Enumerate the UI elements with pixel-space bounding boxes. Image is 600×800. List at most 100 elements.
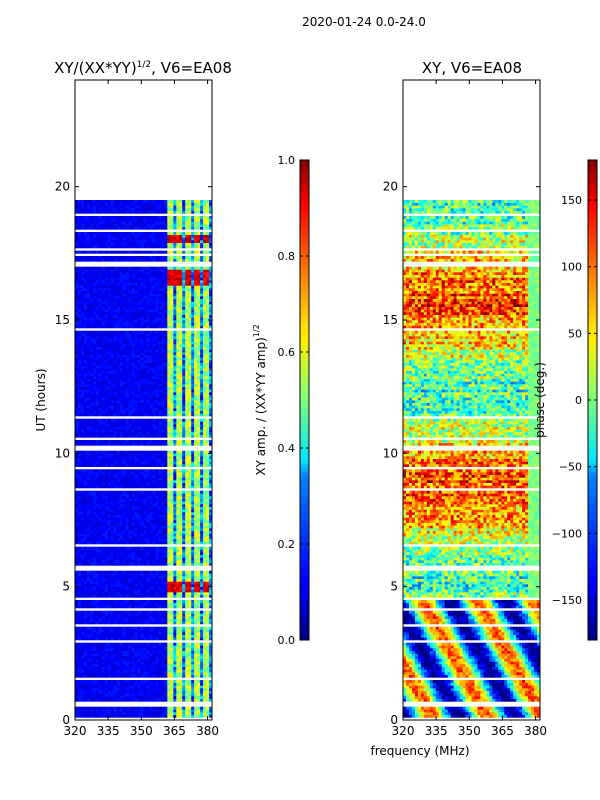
amp-cell (194, 629, 198, 633)
amp-cell (203, 440, 207, 443)
amp-cell (128, 589, 132, 593)
amp-cell (170, 632, 174, 635)
amp-cell (206, 429, 210, 433)
amp-cell (146, 514, 150, 518)
amp-cell (110, 613, 114, 617)
amp-cell (206, 648, 210, 651)
amp-cell (75, 685, 79, 689)
amp-cell (146, 498, 150, 502)
amp-cell (137, 706, 141, 710)
amp-cell (155, 538, 159, 542)
amp-cell (134, 696, 138, 699)
amp-cell (75, 520, 79, 523)
amp-cell (89, 536, 94, 539)
amp-cell (78, 426, 82, 430)
amp-cell (185, 440, 189, 443)
amp-cell (158, 592, 162, 595)
amp-cell (107, 442, 112, 446)
amp-cell (101, 538, 106, 542)
amp-cell (182, 581, 186, 585)
amp-cell (161, 557, 165, 561)
amp-cell (143, 669, 147, 673)
amp-cell (86, 389, 91, 393)
amp-cell (173, 650, 177, 654)
amp-cell (158, 421, 162, 425)
amp-cell (194, 522, 198, 526)
amp-cell (95, 661, 100, 665)
amp-cell (83, 434, 88, 438)
amp-cell (107, 672, 112, 675)
amp-cell (191, 618, 195, 622)
amp-cell (164, 576, 168, 579)
amp-cell (128, 480, 132, 483)
amp-cell (167, 549, 171, 553)
amp-cell (149, 626, 153, 630)
amp-cell (206, 632, 210, 635)
amp-cell (206, 533, 210, 537)
amp-cell (200, 421, 204, 425)
amp-cell (194, 661, 198, 665)
amp-cell (83, 642, 88, 646)
amp-cell (83, 541, 88, 545)
amp-cell (179, 586, 183, 590)
amp-cell (185, 586, 189, 590)
amp-cell (75, 402, 79, 406)
amp-cell (81, 429, 85, 433)
amp-cell (170, 589, 174, 593)
amp-cell (185, 474, 189, 478)
amp-cell (122, 618, 126, 622)
amp-cell (113, 464, 117, 467)
amp-cell (81, 626, 85, 630)
amp-cell (125, 506, 129, 510)
amp-cell (179, 413, 183, 417)
amp-cell (110, 576, 114, 579)
amp-cell (107, 413, 112, 417)
amp-cell (170, 493, 174, 497)
amp-cell (197, 512, 201, 515)
amp-cell (185, 450, 189, 454)
amp-cell (203, 394, 207, 398)
amp-cell (116, 642, 120, 646)
amp-cell (131, 613, 135, 617)
amp-cell (197, 656, 201, 659)
amp-cell (158, 389, 162, 393)
amp-cell (206, 485, 210, 489)
amp-cell (185, 616, 189, 619)
amp-cell (194, 714, 198, 718)
amp-cell (173, 426, 177, 430)
amp-cell (131, 402, 135, 406)
amp-cell (89, 450, 94, 454)
amp-cell (206, 674, 210, 678)
amp-cell (113, 525, 117, 529)
amp-cell (170, 664, 174, 667)
amp-cell (149, 464, 153, 467)
amp-cell (98, 600, 103, 603)
amp-cell (98, 546, 103, 550)
amp-cell (95, 450, 100, 454)
amp-cell (206, 712, 210, 715)
amp-cell (89, 474, 94, 478)
amp-cell (170, 626, 174, 630)
amp-cell (197, 530, 201, 534)
amp-cell (122, 402, 126, 406)
amp-cell (116, 557, 120, 561)
amp-cell (161, 541, 165, 545)
amp-cell (206, 477, 210, 481)
amp-cell (98, 562, 103, 566)
amp-cell (101, 397, 106, 401)
amp-cell (140, 669, 144, 673)
amp-cell (134, 592, 138, 595)
amp-cell (182, 605, 186, 609)
amp-cell (104, 413, 109, 417)
amp-cell (167, 688, 171, 691)
amp-cell (200, 554, 204, 558)
amp-cell (161, 610, 165, 614)
amp-cell (206, 528, 210, 531)
amp-cell (209, 546, 213, 550)
amp-cell (137, 554, 141, 558)
amp-cell (89, 394, 94, 398)
amp-cell (113, 584, 117, 587)
amp-cell (185, 709, 189, 713)
amp-cell (209, 648, 213, 651)
amp-cell (107, 496, 112, 499)
